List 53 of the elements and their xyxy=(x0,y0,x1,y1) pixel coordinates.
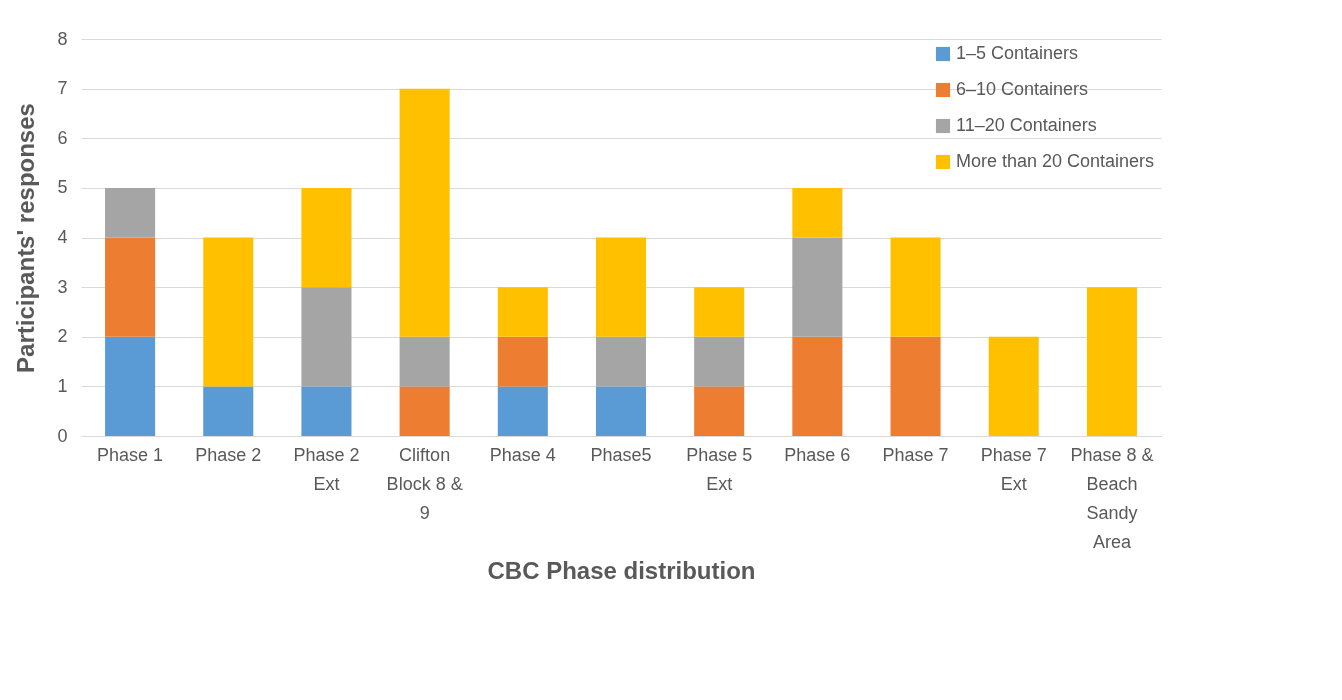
x-tick-label: Phase 5 Ext xyxy=(686,444,753,494)
bar xyxy=(203,237,254,387)
bar xyxy=(595,237,647,337)
bar xyxy=(301,386,352,436)
legend-label: 1–5 Containers xyxy=(956,43,1079,63)
bar xyxy=(105,187,156,238)
x-tick-label: Phase 7 Ext xyxy=(980,444,1047,494)
y-tick-label: 6 xyxy=(57,127,68,148)
y-tick-label: 5 xyxy=(57,177,68,198)
y-tick-label: 1 xyxy=(57,375,68,396)
bar xyxy=(595,336,647,387)
bar xyxy=(399,386,450,436)
x-tick-label: Phase5 xyxy=(590,444,652,465)
bar xyxy=(497,287,548,337)
y-tick-label: 8 xyxy=(57,28,68,49)
legend-label: 11–20 Containers xyxy=(956,115,1097,135)
bar xyxy=(1086,287,1137,436)
bar xyxy=(694,336,745,387)
bar xyxy=(890,237,941,337)
bar xyxy=(694,386,745,436)
bar xyxy=(105,336,156,436)
x-tick-label: Phase 4 xyxy=(489,444,556,465)
bar xyxy=(301,287,352,387)
y-tick-label: 7 xyxy=(57,78,68,99)
bar xyxy=(301,187,352,288)
x-tick-label: Phase 6 xyxy=(784,444,851,465)
bar xyxy=(988,336,1039,436)
bar xyxy=(792,336,843,436)
y-tick-label: 4 xyxy=(57,227,68,247)
x-tick-label: Phase 7 xyxy=(882,444,949,465)
y-tick-label: 0 xyxy=(57,425,68,446)
bar xyxy=(399,88,450,337)
bar xyxy=(497,386,548,436)
x-tick-label: Clifton Block 8 & 9 xyxy=(386,444,463,523)
bar xyxy=(792,187,843,238)
y-tick-label: 2 xyxy=(57,326,68,347)
bar xyxy=(399,336,450,387)
y-axis-title: Participants' responses xyxy=(12,103,40,373)
x-tick-label: Phase 1 xyxy=(97,444,164,465)
y-tick-label: 3 xyxy=(57,276,68,297)
bar xyxy=(694,287,745,337)
legend-label: More than 20 Containers xyxy=(956,151,1155,171)
bar xyxy=(497,336,548,387)
bar xyxy=(792,237,843,337)
bar xyxy=(595,386,647,436)
legend-label: 6–10 Containers xyxy=(956,79,1089,99)
bar xyxy=(105,237,156,337)
bar xyxy=(203,386,254,436)
x-tick-label: Phase 8 & Beach Sandy Area xyxy=(1070,444,1154,552)
x-tick-label: Phase 2 Ext xyxy=(293,444,360,494)
bar xyxy=(890,336,941,436)
x-axis-title: CBC Phase distribution xyxy=(487,556,756,584)
x-tick-label: Phase 2 xyxy=(195,444,262,465)
